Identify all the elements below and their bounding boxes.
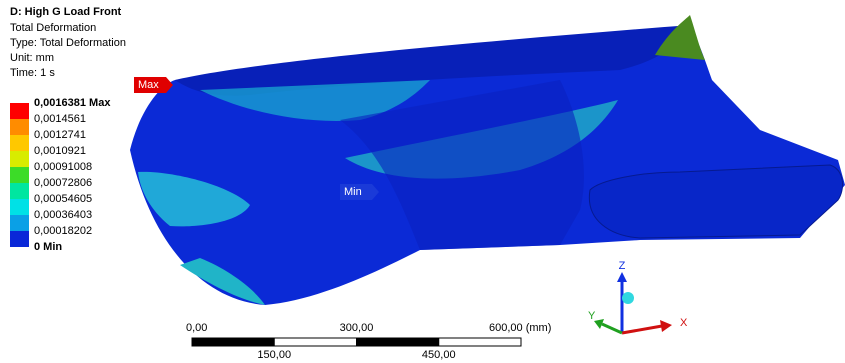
- y-label: Y: [588, 310, 596, 322]
- z-label: Z: [619, 260, 626, 272]
- min-label: Min: [344, 186, 362, 198]
- legend-band: [10, 135, 29, 151]
- scale-segment: [274, 338, 356, 346]
- legend-band: [10, 215, 29, 231]
- legend-label: 0,0010921: [34, 145, 86, 157]
- legend-label: 0 Min: [34, 241, 62, 253]
- z-arrow: [617, 272, 627, 282]
- legend-label: 0,00091008: [34, 161, 92, 173]
- legend-band: [10, 199, 29, 215]
- x-arrow: [660, 320, 672, 332]
- legend-band: [10, 231, 29, 247]
- legend-label: 0,0012741: [34, 129, 86, 141]
- scale-label: 450,00: [422, 349, 456, 361]
- y-axis: [602, 324, 622, 333]
- scale-bar: 0,00 300,00 600,00 (mm) 150,00 450,00: [186, 322, 551, 361]
- min-probe: Min: [340, 184, 379, 200]
- scale-segment: [357, 338, 439, 346]
- scale-segment: [439, 338, 521, 346]
- header-line: Time: 1 s: [10, 67, 55, 79]
- legend-label: 0,00036403: [34, 209, 92, 221]
- max-label: Max: [138, 79, 159, 91]
- legend-label: 0,00054605: [34, 193, 92, 205]
- legend-label: 0,00072806: [34, 177, 92, 189]
- triad-ball: [622, 292, 634, 304]
- scale-label: 0,00: [186, 322, 207, 334]
- legend: 0,0016381 Max 0,0014561 0,0012741 0,0010921…: [10, 97, 111, 253]
- legend-label: 0,0016381 Max: [34, 97, 111, 109]
- title: D: High G Load Front: [10, 6, 122, 18]
- header-line: Type: Total Deformation: [10, 37, 126, 49]
- header: D: High G Load Front Total Deformation Ty…: [10, 6, 126, 79]
- legend-band: [10, 103, 29, 119]
- max-probe: Max: [134, 77, 173, 93]
- viewport: Max Min D: High G Load Front Total Defor…: [0, 0, 845, 363]
- header-line: Total Deformation: [10, 22, 96, 34]
- legend-label: 0,00018202: [34, 225, 92, 237]
- legend-band: [10, 167, 29, 183]
- legend-band: [10, 119, 29, 135]
- header-line: Unit: mm: [10, 52, 54, 64]
- triad: Z X Y: [588, 260, 688, 333]
- model: [130, 15, 845, 305]
- legend-band: [10, 183, 29, 199]
- x-label: X: [680, 317, 688, 329]
- x-axis: [622, 326, 662, 333]
- legend-label: 0,0014561: [34, 113, 86, 125]
- legend-band: [10, 151, 29, 167]
- scale-label: 600,00 (mm): [489, 322, 551, 334]
- scale-label: 150,00: [257, 349, 291, 361]
- scale-label: 300,00: [340, 322, 374, 334]
- scale-segment: [192, 338, 274, 346]
